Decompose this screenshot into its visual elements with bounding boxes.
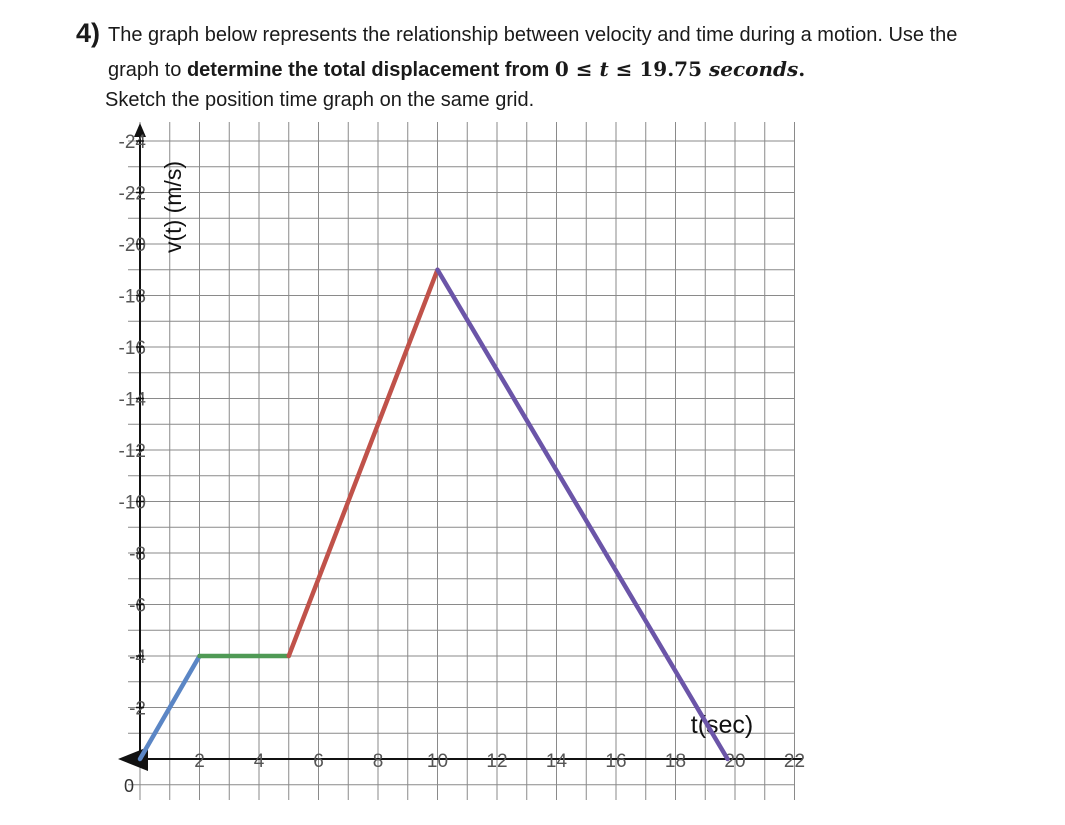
x-tick-label: 14 <box>546 751 568 772</box>
y-tick-label: -2 <box>129 699 146 720</box>
x-tick-label: 12 <box>486 751 507 772</box>
origin-arrow-icon <box>118 747 148 771</box>
y-tick-label: -20 <box>119 235 146 256</box>
y-tick-label: -12 <box>119 441 146 462</box>
series-line-4 <box>435 267 730 762</box>
line2-prefix: graph to <box>108 59 187 81</box>
y-tick-label: -14 <box>119 390 147 411</box>
x-tick-label: 22 <box>784 751 805 772</box>
y-tick-label: -8 <box>129 544 146 565</box>
inequality-upper: 19.75 <box>639 57 703 81</box>
inequality-var: t <box>599 57 609 81</box>
inequality-period: . <box>798 57 806 81</box>
problem-text-line2: graph to determine the total displacemen… <box>108 57 805 82</box>
series-line-1 <box>137 653 202 762</box>
inequality-symbol-1: ≤ <box>575 57 593 81</box>
y-tick-label: -22 <box>119 184 146 205</box>
x-tick-label: 16 <box>605 751 626 772</box>
x-tick-label: 6 <box>313 751 324 772</box>
x-tick-label: 10 <box>427 751 448 772</box>
problem-text-line1: The graph below represents the relations… <box>108 24 958 46</box>
inequality-lower: 0 <box>554 57 569 81</box>
x-tick-label: 20 <box>724 751 745 772</box>
problem-number: 4) <box>76 18 101 48</box>
problem-text-line3: Sketch the position time graph on the sa… <box>105 89 535 111</box>
inequality-unit: seconds <box>709 57 799 81</box>
time-inequality: 0 ≤ t ≤ 19.75 seconds. <box>555 57 805 81</box>
x-tick-label: 2 <box>194 751 205 772</box>
y-tick-label: -24 <box>119 132 147 153</box>
series-line-3 <box>286 267 440 659</box>
y-tick-label: -16 <box>119 338 146 359</box>
line2-bold: determine the total displacement from <box>186 59 555 81</box>
x-tick-label: 18 <box>665 751 686 772</box>
y-tick-label: -18 <box>119 287 146 308</box>
inequality-symbol-2: ≤ <box>615 57 633 81</box>
y-tick-label: -4 <box>129 647 146 668</box>
y-axis-label: v(t) (m/s) <box>160 161 186 253</box>
x-tick-label: 8 <box>373 751 384 772</box>
y-tick-label: -10 <box>119 493 146 514</box>
y-axis-arrow-icon <box>134 123 146 137</box>
x-tick-label: 4 <box>254 751 265 772</box>
y-tick-label: -6 <box>129 596 146 617</box>
origin-label: 0 <box>124 776 134 796</box>
